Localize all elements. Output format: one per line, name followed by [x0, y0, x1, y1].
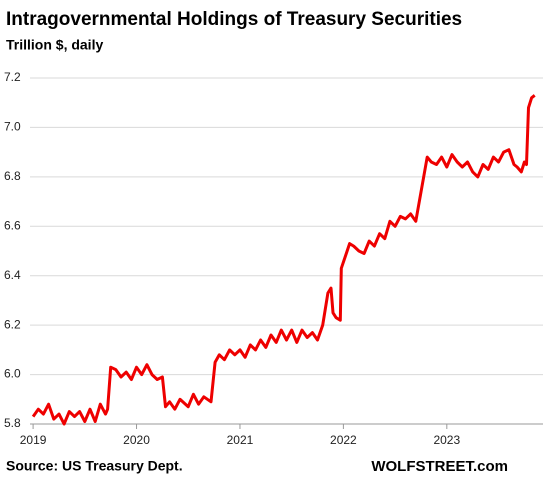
chart-title: Intragovernmental Holdings of Treasury S…: [6, 9, 462, 30]
y-tick-label: 7.2: [4, 70, 21, 84]
y-tick-label: 6.0: [4, 367, 21, 381]
y-tick-label: 6.4: [4, 268, 21, 282]
brand: WOLFSTREET.com: [371, 458, 508, 475]
x-tick-label: 2023: [433, 433, 460, 447]
x-tick-label: 2021: [227, 433, 254, 447]
line-series: [31, 94, 536, 426]
x-tick-label: 2020: [123, 433, 150, 447]
y-tick-label: 7.0: [4, 120, 21, 134]
source: Source: US Treasury Dept.: [6, 458, 183, 474]
y-tick-label: 6.6: [4, 218, 21, 232]
x-tick-label: 2022: [330, 433, 357, 447]
y-tick-label: 5.8: [4, 416, 21, 430]
x-tick-label: 2019: [20, 433, 47, 447]
y-tick-label: 6.2: [4, 317, 21, 331]
chart-subtitle: Trillion $, daily: [6, 37, 103, 53]
y-tick-label: 6.8: [4, 169, 21, 183]
